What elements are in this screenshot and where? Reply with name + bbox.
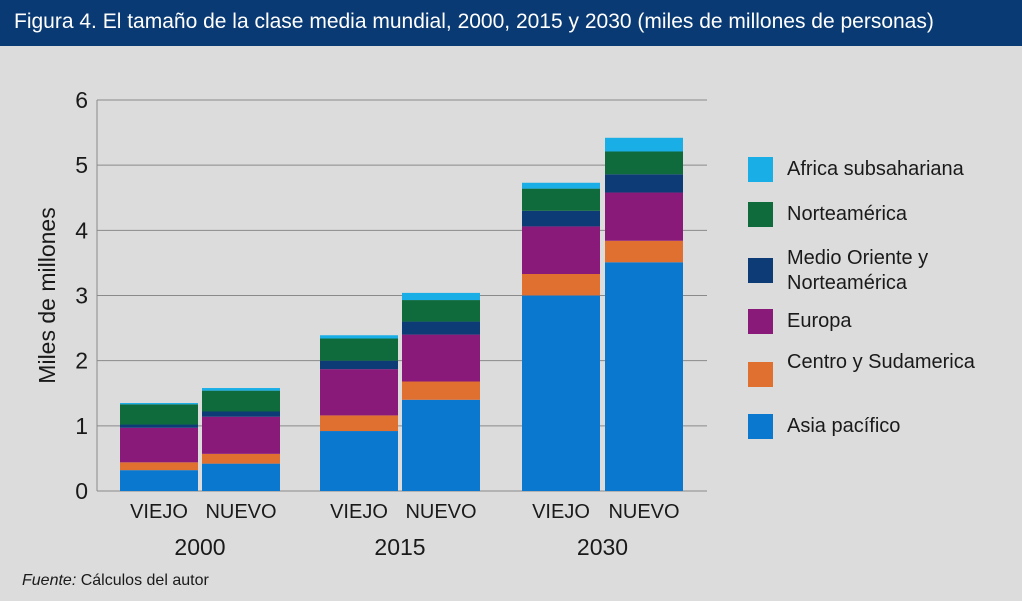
x-group-label: 2030 — [577, 534, 628, 560]
legend-label: Asia pacífico — [787, 415, 901, 437]
bar-segment-africa-subsahariana — [522, 182, 600, 189]
bar-segment-medio-oriente-y-norteamérica — [522, 210, 600, 227]
bar-segment-europa — [202, 416, 280, 454]
y-tick-label: 3 — [75, 283, 88, 309]
x-category-label: NUEVO — [405, 501, 476, 523]
bar-segment-centro-y-sudamerica — [605, 240, 683, 263]
legend-label: Medio Oriente y Norteamérica — [787, 247, 929, 294]
y-tick-label: 0 — [75, 478, 88, 504]
y-tick-label: 6 — [75, 87, 88, 113]
y-axis-title: Miles de millones — [34, 207, 60, 383]
bar-segment-norteamérica — [202, 390, 280, 412]
bar-segment-africa-subsahariana — [202, 388, 280, 391]
bar-segment-africa-subsahariana — [402, 292, 480, 301]
bar-segment-norteamérica — [402, 300, 480, 322]
bar-segment-europa — [320, 369, 398, 416]
y-tick-label: 4 — [75, 217, 88, 243]
legend-label: Norteamérica — [787, 203, 908, 225]
bar-segment-africa-subsahariana — [320, 335, 398, 339]
bar-segment-medio-oriente-y-norteamérica — [320, 360, 398, 370]
legend-label: Europa — [787, 310, 852, 332]
source-text: Cálculos del autor — [80, 572, 209, 589]
bar-segment-medio-oriente-y-norteamérica — [202, 411, 280, 417]
legend-swatch — [748, 202, 773, 227]
bar-segment-centro-y-sudamerica — [522, 273, 600, 296]
stacked-bar-chart: 0 1 2 3 4 5 6 Miles de millones VIEJO NUEVO VIEJO N… — [34, 87, 707, 560]
legend-swatch — [748, 258, 773, 283]
legend-swatch — [748, 362, 773, 387]
bar-segment-asia-pacífico — [605, 262, 683, 491]
legend-swatch — [748, 414, 773, 439]
bar-segment-centro-y-sudamerica — [120, 462, 198, 471]
x-category-label: VIEJO — [532, 501, 590, 523]
bar-segment-asia-pacífico — [320, 431, 398, 491]
source-note: Fuente: Cálculos del autor — [22, 572, 209, 590]
x-group-label: 2015 — [374, 534, 425, 560]
bar-segment-asia-pacífico — [402, 399, 480, 491]
legend-label: Centro y Sudamerica — [787, 351, 975, 373]
source-label: Fuente: — [22, 572, 77, 589]
chart-header: Figura 4. El tamaño de la clase media mu… — [0, 0, 1022, 46]
bar-segment-norteamérica — [120, 404, 198, 425]
x-category-label: NUEVO — [205, 501, 276, 523]
x-category-label: NUEVO — [608, 501, 679, 523]
bar-segment-centro-y-sudamerica — [202, 453, 280, 464]
bar-segment-africa-subsahariana — [120, 403, 198, 405]
bar-segment-centro-y-sudamerica — [320, 415, 398, 432]
bar-segment-asia-pacífico — [522, 295, 600, 491]
legend-swatch — [748, 157, 773, 182]
y-tick-label: 5 — [75, 152, 88, 178]
bar-segment-medio-oriente-y-norteamérica — [402, 321, 480, 335]
bar-segment-europa — [522, 226, 600, 274]
bar-segment-europa — [402, 334, 480, 382]
bar-segment-asia-pacífico — [202, 463, 280, 491]
bar-segment-norteamérica — [522, 188, 600, 211]
legend-label: Africa subsahariana — [787, 158, 964, 180]
bar-segment-africa-subsahariana — [605, 137, 683, 152]
bar-segment-europa — [605, 192, 683, 241]
bar-segment-medio-oriente-y-norteamérica — [605, 174, 683, 193]
x-group-label: 2000 — [174, 534, 225, 560]
x-category-label: VIEJO — [130, 501, 188, 523]
bar-segment-europa — [120, 427, 198, 463]
bar-segment-centro-y-sudamerica — [402, 381, 480, 400]
y-tick-label: 2 — [75, 348, 88, 374]
bar-segment-asia-pacífico — [120, 470, 198, 491]
y-tick-label: 1 — [75, 413, 88, 439]
bar-segment-medio-oriente-y-norteamérica — [120, 424, 198, 428]
bar-segment-norteamérica — [320, 338, 398, 361]
legend-swatch — [748, 309, 773, 334]
bar-segment-norteamérica — [605, 151, 683, 175]
x-category-label: VIEJO — [330, 501, 388, 523]
chart-title: Figura 4. El tamaño de la clase media mu… — [14, 10, 934, 33]
